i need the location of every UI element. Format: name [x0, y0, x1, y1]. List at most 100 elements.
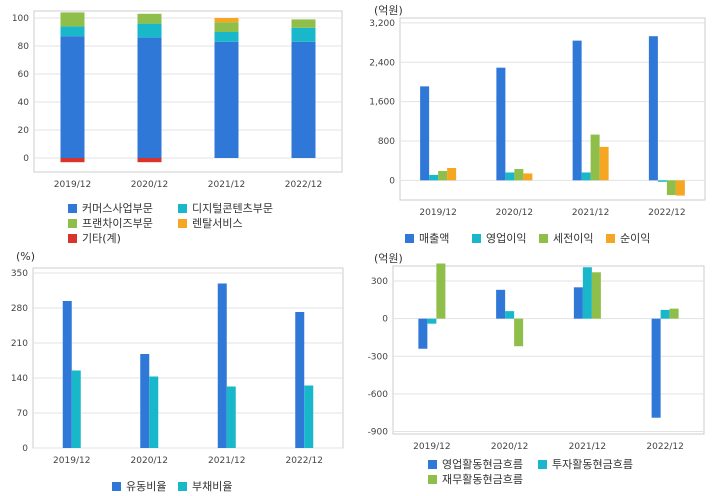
chart-panel-4: (억원) -900 -600 -300 0 300 2019/12 2020/12 2021/…: [360, 248, 720, 496]
chart-4-x-tick-label: 2019/12: [413, 442, 450, 452]
chart-4-bar: [427, 318, 437, 324]
chart-4-bar: [582, 267, 592, 319]
legend-label: 프랜차이즈부문: [82, 217, 153, 230]
chart-4-x-tick-label: 2022/12: [646, 442, 683, 452]
chart-2-bar: [581, 172, 591, 181]
chart-3-bar: [226, 386, 236, 448]
legend-item: 기타(계): [68, 230, 121, 246]
chart-2-x-tick-label: 2020/12: [496, 208, 533, 218]
chart-2-unit-label: (억원): [374, 4, 403, 17]
chart-1-y-tick-label: 80: [18, 42, 30, 52]
chart-panel-1: 0 20 40 60 80 100 2019/12 2020/12 2021/12 2022/12…: [0, 0, 360, 248]
chart-1-bar: [60, 36, 85, 159]
legend-item: 프랜차이즈부문: [68, 215, 153, 231]
chart-4-x-tick-label: 2020/12: [491, 442, 528, 452]
legend-swatch: [405, 233, 414, 243]
chart-3-bar: [71, 370, 81, 448]
chart-2-svg: 0 800 1,600 2,400 3,200 2019/12 2020/12 2021/12…: [369, 17, 706, 218]
chart-1-plot-frame: [33, 10, 343, 173]
chart-2-y-tick-label: 800: [378, 137, 395, 147]
chart-4-y-tick-label: -600: [368, 390, 389, 400]
chart-2-bar: [505, 172, 515, 181]
chart-2-x-tick-label: 2019/12: [419, 208, 456, 218]
chart-2-bar: [599, 146, 609, 181]
legend-swatch: [472, 233, 481, 243]
legend-swatch: [178, 218, 187, 228]
legend-label: 영업이익: [486, 232, 527, 245]
legend-swatch: [606, 233, 615, 243]
chart-3-legend: 유동비율 부채비율: [0, 470, 360, 496]
chart-3-y-tick-label: 210: [11, 339, 28, 349]
chart-3-x-tick-label: 2022/12: [286, 456, 323, 466]
chart-3-y-tick-label: 350: [11, 269, 28, 279]
chart-1-bar: [60, 158, 85, 163]
chart-1-y-tick-label: 0: [23, 154, 29, 164]
chart-4-svg: -900 -600 -300 0 300 2019/12 2020/12 2021/12 202…: [368, 263, 705, 452]
chart-2-y-tick-label: 3,200: [369, 19, 395, 29]
chart-3-bar: [149, 376, 159, 448]
chart-4-bar: [591, 272, 601, 319]
legend-swatch: [112, 481, 121, 491]
chart-2-bar: [429, 174, 439, 181]
chart-4-bar: [514, 318, 524, 347]
chart-3-x-tick-label: 2021/12: [208, 456, 245, 466]
legend-item: 부채비율: [178, 478, 232, 494]
chart-2-bar: [523, 173, 533, 181]
chart-4-bar: [496, 289, 506, 319]
legend-item: 렌탈서비스: [178, 215, 243, 231]
chart-1-y-tick-label: 100: [12, 14, 29, 24]
chart-1-bar: [137, 37, 162, 158]
chart-3-x-tick-label: 2020/12: [131, 456, 168, 466]
chart-1-x-tick-label: 2019/12: [54, 180, 91, 190]
legend-label: 커머스사업부문: [82, 202, 153, 215]
legend-item: 영업이익: [472, 230, 526, 246]
chart-3-y-tick-label: 280: [11, 304, 28, 314]
chart-2-y-tick-label: 2,400: [369, 58, 395, 68]
chart-3-x-tick-label: 2019/12: [53, 456, 90, 466]
chart-1-bar: [291, 27, 316, 42]
chart-1-y-tick-label: 60: [18, 70, 30, 80]
chart-2-bar: [420, 86, 430, 181]
chart-2-bar: [514, 169, 524, 181]
chart-1-bar: [60, 12, 85, 27]
chart-2-y-tick-label: 1,600: [369, 98, 395, 108]
chart-3-bar: [140, 354, 150, 448]
legend-label: 세전이익: [553, 232, 594, 245]
legend-swatch: [178, 203, 187, 213]
chart-3-unit-label: (%): [16, 250, 36, 263]
chart-1-y-tick-label: 20: [18, 126, 30, 136]
chart-3-plot-frame: [32, 267, 344, 449]
chart-4-y-tick-label: -300: [368, 352, 389, 362]
legend-swatch: [538, 459, 547, 469]
chart-4-bar: [669, 308, 679, 319]
legend-label: 유동비율: [126, 480, 167, 493]
legend-item: 재무활동현금흐름: [428, 471, 523, 487]
chart-3-bar: [217, 283, 227, 448]
chart-4-unit-label: (억원): [374, 252, 403, 265]
chart-1-bar: [137, 158, 162, 163]
chart-1-x-tick-label: 2022/12: [285, 180, 322, 190]
legend-label: 기타(계): [82, 232, 121, 245]
chart-2-bar: [572, 40, 582, 181]
chart-2-bar: [657, 180, 667, 182]
chart-2-x-tick-label: 2022/12: [648, 208, 685, 218]
chart-panel-3: (%) 0 70 140 210 280 350 2019/12 2020/12 2021/12…: [0, 248, 360, 496]
legend-item: 유동비율: [112, 478, 166, 494]
chart-4-y-tick-label: 300: [371, 277, 388, 287]
legend-item: 투자활동현금흐름: [538, 456, 633, 472]
chart-2-bar: [666, 180, 676, 196]
chart-2-y-tick-label: 0: [389, 176, 395, 186]
chart-4-bar: [660, 309, 670, 319]
chart-4-bar: [436, 263, 446, 319]
legend-label: 영업활동현금흐름: [442, 458, 523, 471]
legend-label: 부채비율: [192, 480, 233, 493]
chart-1-bar: [214, 32, 239, 42]
legend-swatch: [68, 218, 77, 228]
chart-2-legend: 매출액 영업이익 세전이익 순이익: [360, 222, 720, 248]
chart-3-y-tick-label: 0: [22, 444, 28, 454]
chart-panel-2: (억원) 0 800 1,600 2,400 3,200 2019/12 2020/12 20…: [360, 0, 720, 248]
legend-item: 매출액: [405, 230, 449, 246]
chart-4-y-tick-label: 0: [382, 315, 388, 325]
chart-2-x-tick-label: 2021/12: [572, 208, 609, 218]
